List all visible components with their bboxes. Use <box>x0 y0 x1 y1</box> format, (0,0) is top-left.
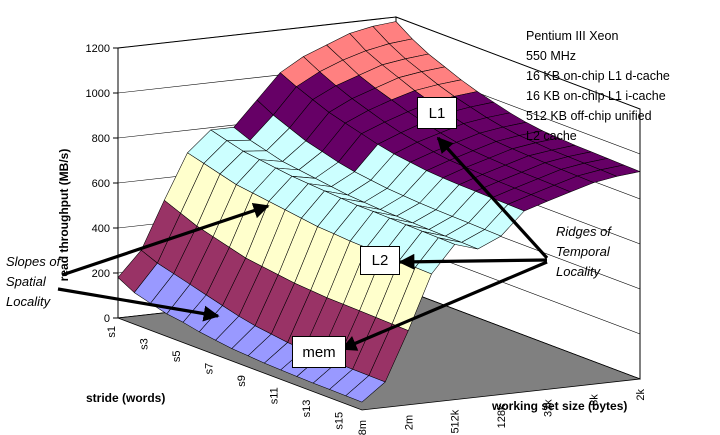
annotation-arrow <box>61 202 270 277</box>
annotation-arrow <box>436 136 549 260</box>
z-tick-label: 800 <box>92 133 110 145</box>
stride-tick-label: s7 <box>204 363 216 375</box>
stride-tick-label: s15 <box>334 412 346 430</box>
annotation-arrows <box>57 136 549 351</box>
info-line: 550 MHz <box>526 49 577 63</box>
z-tick-label: 200 <box>92 268 110 280</box>
spatial-locality-annotation: Slopes of Spatial Locality <box>6 252 60 312</box>
size-tick-label: 2m <box>403 415 415 430</box>
annotation-arrow <box>340 260 548 351</box>
stride-tick-label: s11 <box>269 387 281 404</box>
stride-axis-title: stride (words) <box>86 391 165 405</box>
z-tick-label: 400 <box>92 223 110 235</box>
l1-label: L1 <box>428 104 446 122</box>
info-line: 16 KB on-chip L1 d-cache <box>526 69 670 83</box>
stride-axis-ticks: s1 s3 s5 s7 s9 s11 s13 s15 <box>106 326 346 430</box>
z-tick-label: 1000 <box>86 88 110 100</box>
annotation-line: Ridges of <box>556 224 611 239</box>
temporal-locality-annotation: Ridges of Temporal Locality <box>556 222 611 282</box>
l2-label-box: L2 <box>360 246 400 275</box>
size-tick-label: 2k <box>635 389 647 401</box>
z-tick-label: 0 <box>104 313 110 325</box>
stride-tick-label: s3 <box>139 338 151 350</box>
info-line: L2 cache <box>526 129 577 143</box>
z-tick-label: 1200 <box>86 43 110 55</box>
l2-label: L2 <box>371 252 389 269</box>
info-line: 512 KB off-chip unified <box>526 109 652 123</box>
size-axis-title: working set size (bytes) <box>491 399 627 413</box>
surface-cell <box>345 375 386 403</box>
mem-label: mem <box>302 343 336 361</box>
stride-tick-label: s1 <box>106 326 118 338</box>
surface-mesh <box>117 21 641 403</box>
annotation-line: Slopes of <box>6 254 61 269</box>
stride-tick-label: s5 <box>171 351 183 363</box>
stride-tick-label: s13 <box>301 400 313 418</box>
l1-label-box: L1 <box>417 97 457 129</box>
size-tick-label: 8m <box>357 420 369 435</box>
info-line: Pentium III Xeon <box>526 29 619 43</box>
size-tick-label: 512k <box>450 409 462 433</box>
annotation-line: Locality <box>6 294 51 309</box>
annotation-line: Temporal <box>556 244 610 259</box>
size-tick-label: 32k <box>542 399 554 417</box>
mem-label-box: mem <box>292 336 346 368</box>
z-tick-label: 600 <box>92 178 110 190</box>
annotation-arrow <box>398 253 548 270</box>
info-line: 16 KB on-chip L1 i-cache <box>526 89 666 103</box>
annotation-line: Spatial <box>6 274 46 289</box>
z-axis-ticks: 0 200 400 600 800 1000 1200 <box>86 43 119 325</box>
size-axis-ticks: 8m 2m 512k 128k 32k 8k 2k <box>357 389 647 435</box>
stride-tick-label: s9 <box>236 375 248 387</box>
processor-info: Pentium III Xeon 550 MHz 16 KB on-chip L… <box>526 26 670 146</box>
z-axis-title: read throughput (MB/s) <box>57 149 71 282</box>
gridline <box>117 16 641 110</box>
annotation-line: Locality <box>556 264 601 279</box>
annotation-arrow <box>57 287 220 322</box>
size-tick-label: 8k <box>589 394 601 406</box>
size-tick-label: 128k <box>496 404 508 428</box>
